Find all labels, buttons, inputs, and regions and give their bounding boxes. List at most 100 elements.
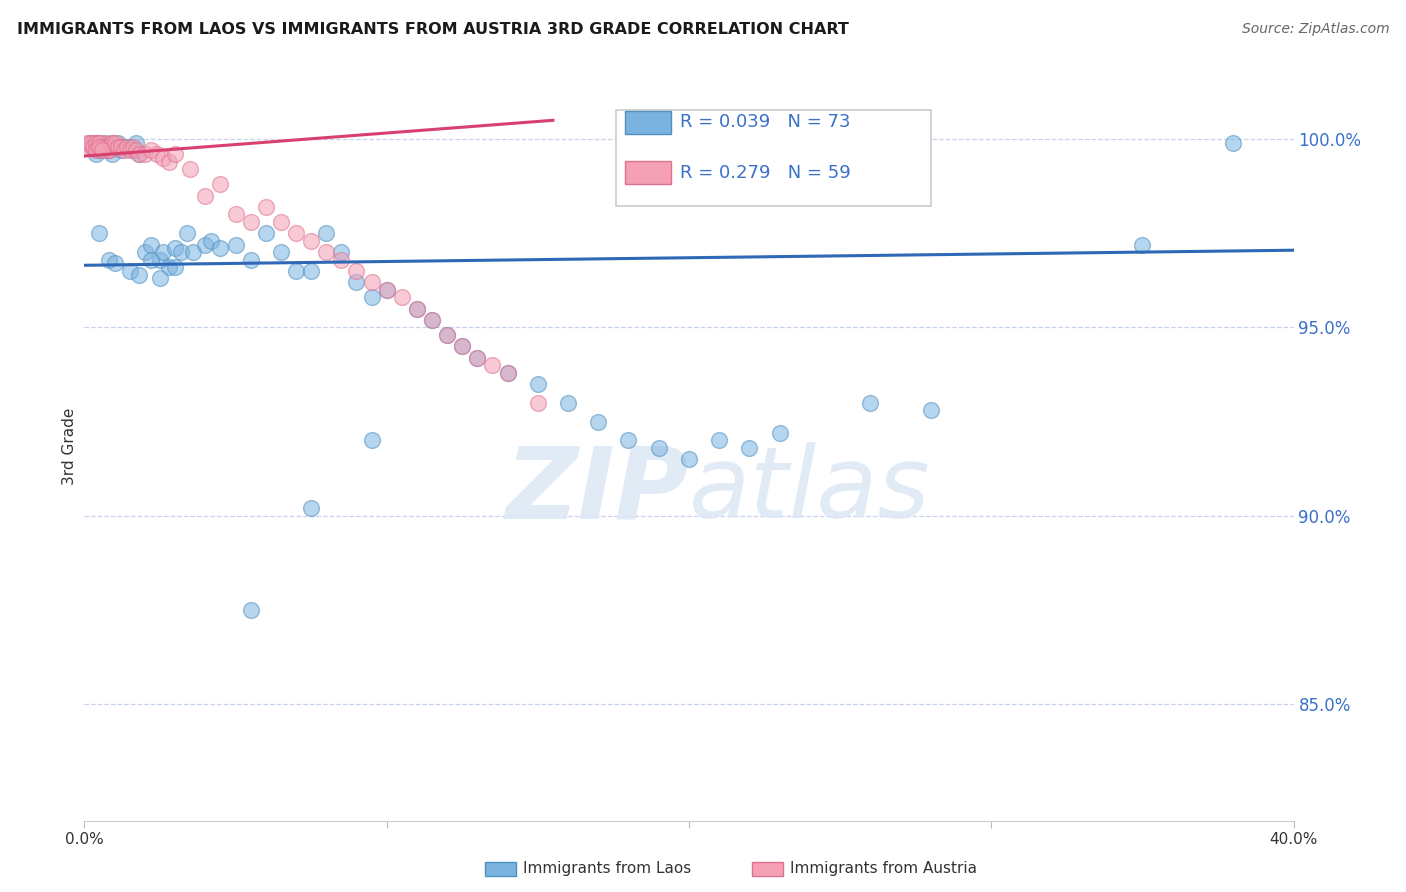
Point xyxy=(375,283,398,297)
Point xyxy=(149,252,172,267)
Point xyxy=(110,139,132,153)
Point xyxy=(89,144,111,158)
Point xyxy=(91,144,114,158)
Point xyxy=(86,144,108,158)
Point xyxy=(118,139,141,153)
Point xyxy=(125,144,148,158)
Point xyxy=(89,136,111,150)
Point xyxy=(239,603,262,617)
Point xyxy=(315,227,337,241)
Point xyxy=(157,260,180,274)
Point xyxy=(157,154,180,169)
Point xyxy=(100,147,122,161)
Point xyxy=(82,139,104,153)
Point xyxy=(152,151,174,165)
Point xyxy=(104,256,127,270)
Point xyxy=(436,327,458,342)
Point xyxy=(170,245,193,260)
Point xyxy=(100,136,122,150)
Point xyxy=(79,136,101,150)
Point xyxy=(89,136,111,150)
Point xyxy=(165,260,187,274)
Point xyxy=(118,264,141,278)
Point xyxy=(104,139,127,153)
Point xyxy=(299,234,322,248)
Point xyxy=(176,227,198,241)
Point xyxy=(89,139,111,153)
Point xyxy=(97,144,120,158)
Point xyxy=(79,136,101,150)
Point xyxy=(86,147,108,161)
Bar xyxy=(624,161,671,184)
Point xyxy=(194,237,217,252)
Point xyxy=(139,237,162,252)
Point xyxy=(91,139,114,153)
Point xyxy=(1222,136,1244,150)
Point xyxy=(121,139,143,153)
Point xyxy=(165,241,187,255)
Point xyxy=(270,245,292,260)
Point xyxy=(89,227,111,241)
Point xyxy=(76,136,98,150)
Point xyxy=(94,139,117,153)
Point xyxy=(128,268,150,282)
Point xyxy=(79,139,101,153)
Point xyxy=(134,245,156,260)
Point xyxy=(112,144,135,158)
Point xyxy=(709,434,731,448)
Text: R = 0.039   N = 73: R = 0.039 N = 73 xyxy=(681,113,851,131)
Point xyxy=(360,290,382,304)
Text: atlas: atlas xyxy=(689,442,931,540)
Point xyxy=(139,144,162,158)
Point xyxy=(406,301,429,316)
Point xyxy=(107,139,129,153)
Point xyxy=(375,283,398,297)
Point xyxy=(346,275,368,289)
Point xyxy=(451,339,474,353)
Point xyxy=(82,139,104,153)
Point xyxy=(467,351,489,365)
Point xyxy=(254,227,277,241)
Point xyxy=(97,144,120,158)
Point xyxy=(82,136,104,150)
Point xyxy=(360,275,382,289)
Point xyxy=(270,215,292,229)
Point xyxy=(420,313,443,327)
Point xyxy=(200,234,222,248)
Bar xyxy=(624,112,671,134)
Point xyxy=(91,136,114,150)
Point xyxy=(481,358,503,372)
Point xyxy=(112,139,135,153)
Point xyxy=(149,271,172,285)
Point xyxy=(436,327,458,342)
Point xyxy=(89,139,111,153)
Point xyxy=(496,366,519,380)
Text: Immigrants from Laos: Immigrants from Laos xyxy=(523,862,692,876)
Point xyxy=(859,395,882,409)
Point xyxy=(121,144,143,158)
Point xyxy=(94,139,117,153)
Point xyxy=(179,162,201,177)
Point xyxy=(330,245,353,260)
Point xyxy=(285,264,308,278)
Text: Source: ZipAtlas.com: Source: ZipAtlas.com xyxy=(1241,22,1389,37)
Point xyxy=(1130,237,1153,252)
Point xyxy=(769,425,792,440)
Point xyxy=(165,147,187,161)
Point xyxy=(125,136,148,150)
Point xyxy=(617,434,640,448)
Point xyxy=(134,147,156,161)
Point xyxy=(451,339,474,353)
Point xyxy=(91,144,114,158)
Point xyxy=(139,252,162,267)
Point xyxy=(107,136,129,150)
Text: Immigrants from Austria: Immigrants from Austria xyxy=(790,862,977,876)
Point xyxy=(648,441,671,455)
Text: IMMIGRANTS FROM LAOS VS IMMIGRANTS FROM AUSTRIA 3RD GRADE CORRELATION CHART: IMMIGRANTS FROM LAOS VS IMMIGRANTS FROM … xyxy=(17,22,849,37)
Point xyxy=(299,501,322,516)
Point xyxy=(346,264,368,278)
Point xyxy=(94,136,117,150)
Point xyxy=(406,301,429,316)
Point xyxy=(118,144,141,158)
Point xyxy=(678,452,700,467)
